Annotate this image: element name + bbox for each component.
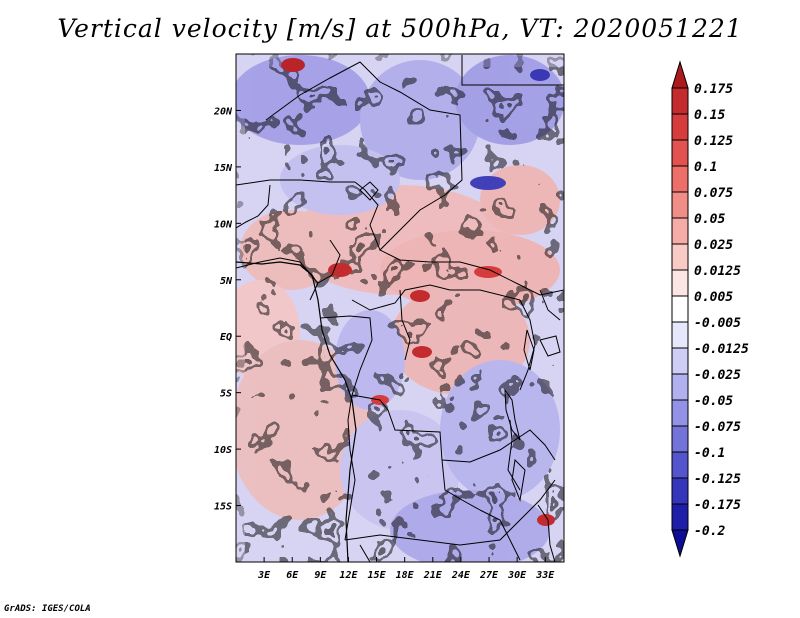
x-tick-label: 9E <box>314 570 327 581</box>
x-tick-label: 33E <box>535 570 555 581</box>
colorbar-label: -0.1 <box>694 446 725 461</box>
y-tick-label: 5N <box>220 276 233 287</box>
country-borders <box>236 55 564 562</box>
colorbar-swatch <box>671 87 689 115</box>
x-tick-label: 15E <box>368 570 387 581</box>
colorbar-swatch <box>671 321 689 349</box>
colorbar-label: -0.0125 <box>694 342 749 357</box>
colorbar-min-triangle <box>671 529 689 558</box>
colorbar-swatch <box>671 425 689 453</box>
colorbar-label: 0.175 <box>694 82 733 97</box>
colorbar-swatch <box>671 451 689 479</box>
colorbar-label: -0.05 <box>694 394 733 409</box>
x-tick-label: 24E <box>451 570 471 581</box>
colorbar-swatch <box>671 217 689 245</box>
colorbar-label: -0.175 <box>694 498 741 513</box>
colorbar-max-triangle <box>671 60 689 89</box>
grads-credit: GrADS: IGES/COLA <box>4 604 91 614</box>
y-tick-label: EQ <box>220 332 232 343</box>
colorbar-swatch <box>671 399 689 427</box>
colorbar-label: 0.075 <box>694 186 733 201</box>
colorbar-label: 0.125 <box>694 134 733 149</box>
y-tick-label: 15N <box>214 163 233 174</box>
colorbar-swatch <box>671 269 689 297</box>
y-tick-label: 20N <box>213 106 233 117</box>
colorbar-label: -0.2 <box>694 524 725 539</box>
x-tick-label: 27E <box>479 570 499 581</box>
colorbar-swatch <box>671 503 689 531</box>
colorbar-swatch <box>671 165 689 193</box>
colorbar-label: 0.0125 <box>694 264 741 279</box>
x-axis: 3E 6E 9E 12E 15E 18E 21E 24E 27E 30E 33E <box>257 557 555 581</box>
colorbar-label: 0.005 <box>694 290 733 305</box>
colorbar-label: -0.125 <box>694 472 741 487</box>
colorbar-label: -0.075 <box>694 420 741 435</box>
colorbar-swatch <box>671 113 689 141</box>
colorbar-label: 0.1 <box>694 160 717 175</box>
x-tick-label: 6E <box>286 570 299 581</box>
y-tick-label: 10S <box>214 445 232 456</box>
colorbar-swatch <box>671 295 689 323</box>
map-title: Vertical velocity [m/s] at 500hPa, VT: 2… <box>57 14 743 43</box>
colorbar-swatch <box>671 373 689 401</box>
velocity-field <box>236 54 564 562</box>
colorbar-swatch <box>671 243 689 271</box>
y-tick-label: 15S <box>214 502 232 513</box>
colorbar-swatch <box>671 139 689 167</box>
colorbar-label: -0.005 <box>694 316 741 331</box>
colorbar-label: -0.025 <box>694 368 741 383</box>
x-tick-label: 12E <box>339 570 358 581</box>
x-tick-label: 3E <box>257 570 271 581</box>
colorbar-label: 0.05 <box>694 212 725 227</box>
colorbar: 0.175 0.15 0.125 0.1 0.075 0.05 0.025 0.0125 0.0… <box>671 60 749 558</box>
y-tick-label: 5S <box>220 389 232 400</box>
colorbar-swatch <box>671 191 689 219</box>
map-frame <box>235 53 565 563</box>
x-tick-label: 18E <box>396 570 415 581</box>
x-tick-label: 30E <box>507 570 527 581</box>
colorbar-label: 0.025 <box>694 238 733 253</box>
x-tick-label: 21E <box>423 570 443 581</box>
y-axis: 20N 15N 10N 5N EQ 5S 10S 15S <box>213 106 241 513</box>
colorbar-label: 0.15 <box>694 108 725 123</box>
colorbar-swatch <box>671 477 689 505</box>
y-tick-label: 10N <box>214 219 233 230</box>
colorbar-swatch <box>671 347 689 375</box>
